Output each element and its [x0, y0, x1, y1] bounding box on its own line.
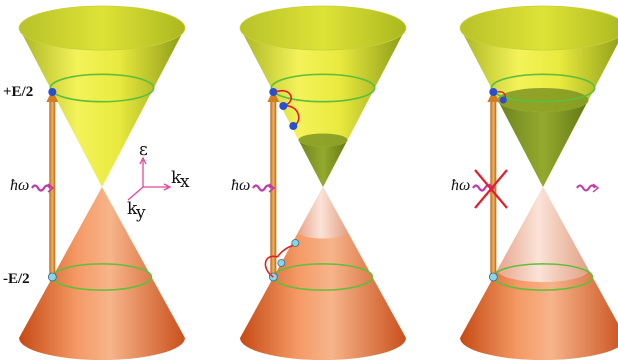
photon-label: ħω [451, 177, 470, 194]
upper-cone-rim [18, 5, 186, 51]
relaxation-paths [264, 89, 300, 278]
photon-arrow-icon [47, 183, 55, 193]
relaxed-electron-dot [279, 102, 288, 110]
energy-plus-label: +E/2 [3, 84, 33, 100]
photon-wave-icon [252, 184, 272, 192]
pauli-block [474, 90, 600, 209]
lower-cone-body [240, 187, 406, 360]
photon-label: ħω [10, 177, 29, 194]
transmitted-photon-arrow-icon [592, 183, 600, 193]
upper-cone-rim [459, 5, 618, 51]
energy-ring-upper [49, 73, 155, 103]
upper-cone-rim [239, 5, 407, 51]
photon-arrow-icon [268, 183, 276, 193]
energy-ring-upper [490, 73, 596, 103]
axis-ky-subscript: y [135, 203, 146, 223]
energy-minus-label: -E/2 [3, 271, 30, 287]
photon-wave-icon [31, 184, 51, 192]
lower-cone-body [19, 187, 185, 360]
depleted-states [298, 187, 348, 239]
transmitted-photon-wave-icon [576, 184, 596, 192]
electron-dot [48, 88, 57, 96]
blocked-electron-dot [499, 96, 507, 104]
axis-energy-arrow-icon [139, 156, 147, 165]
upper-cone-body [19, 28, 185, 187]
relaxed-hole-dot [277, 259, 286, 267]
hole-dot [488, 272, 498, 282]
electron-dot [489, 88, 498, 96]
upper-cone [239, 5, 407, 187]
photon-label: ħω [231, 177, 250, 194]
lower-cone [240, 187, 406, 360]
upper-cone [18, 5, 186, 187]
relaxed-electron-dot [289, 122, 298, 130]
lower-cone [19, 187, 185, 360]
axis-kx-arrow-icon [163, 183, 172, 191]
excitation-arrow [46, 90, 59, 275]
filled-states [298, 140, 348, 187]
hole-dot [47, 272, 57, 282]
axis-energy-label: ε [139, 140, 148, 160]
lower-cone [460, 187, 618, 360]
filled-states-surface [298, 133, 348, 147]
energy-ring-upper [270, 73, 376, 103]
filled-states [497, 100, 589, 187]
upper-cone [459, 5, 618, 187]
relaxation-path-3 [264, 255, 278, 278]
upper-cone-body [240, 28, 406, 187]
electron-dot [269, 88, 278, 96]
filled-states-surface [497, 87, 589, 113]
panel-thermalization: ħω [231, 5, 407, 360]
panel-pauli-blocking: ħω [451, 5, 618, 360]
axis-kx-label: k [171, 168, 182, 188]
relaxed-hole-dot [291, 239, 300, 247]
axis-ky-line [127, 186, 144, 201]
depleted-states [497, 187, 589, 283]
axis-kx-subscript: x [180, 172, 190, 192]
block-cross-line-2 [474, 169, 508, 209]
axis-ky-label: k [127, 199, 138, 219]
excitation-arrow [267, 90, 280, 275]
